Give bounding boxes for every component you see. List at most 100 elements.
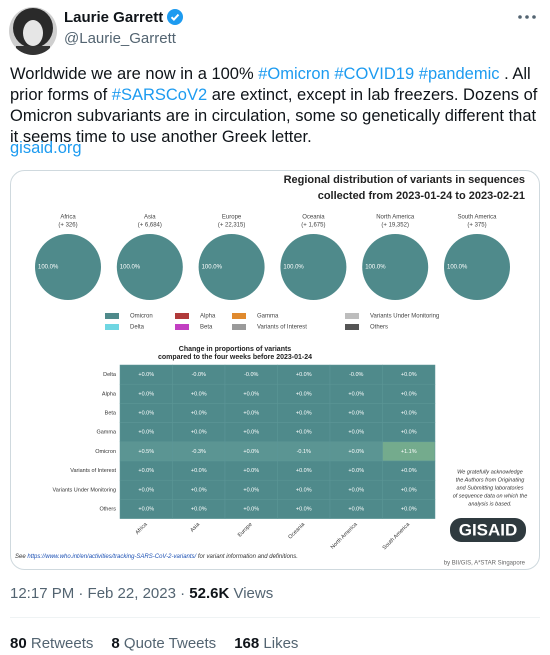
region-count: (+ 375) xyxy=(467,223,486,229)
more-menu[interactable] xyxy=(516,12,538,22)
heatmap-value: +0.0% xyxy=(243,391,259,397)
stat-count: 80 xyxy=(10,635,27,652)
legend-swatch xyxy=(175,313,189,319)
views-count: 52.6K xyxy=(189,585,230,602)
legend-swatch xyxy=(345,313,359,319)
image-title: collected from 2023-01-24 to 2023-02-21 xyxy=(318,190,525,202)
heatmap-row-label: Gamma xyxy=(96,430,117,436)
heatmap-value: +0.0% xyxy=(243,449,259,455)
heatmap-value: -0.0% xyxy=(349,372,363,378)
heatmap-value: +0.0% xyxy=(191,430,207,436)
pie xyxy=(198,234,265,300)
timestamp[interactable]: 12:17 PM · Feb 22, 2023 · xyxy=(10,585,186,602)
hashtag[interactable]: #pandemic xyxy=(418,65,500,83)
region-name: Oceania xyxy=(302,215,325,221)
stat-count: 168 xyxy=(234,635,260,652)
tweet-link[interactable]: gisaid.org xyxy=(10,139,82,157)
heatmap-value: +0.0% xyxy=(348,506,364,512)
tweet-meta: 12:17 PM · Feb 22, 2023 · 52.6K Views xyxy=(10,585,273,602)
legend-swatch xyxy=(232,313,246,319)
hashtag[interactable]: #COVID19 xyxy=(334,65,415,83)
heatmap-value: +0.0% xyxy=(191,391,207,397)
legend-swatch xyxy=(232,324,246,330)
heatmap-title: compared to the four weeks before 2023-0… xyxy=(158,354,312,361)
heatmap-value: +0.0% xyxy=(191,410,207,416)
heatmap-row-label: Others xyxy=(99,506,116,512)
display-name[interactable]: Laurie Garrett xyxy=(64,9,184,26)
pie-label: 100.0% xyxy=(202,265,223,271)
stat[interactable]: 168 Likes xyxy=(234,635,298,652)
region-count: (+ 6,684) xyxy=(138,223,162,229)
legend-swatch xyxy=(175,324,189,330)
heatmap-value: +0.0% xyxy=(401,506,417,512)
region-count: (+ 1,675) xyxy=(301,223,325,229)
stat[interactable]: 8 Quote Tweets xyxy=(111,635,216,652)
region-count: (+ 326) xyxy=(58,223,77,229)
heatmap-value: +0.0% xyxy=(296,487,312,493)
heatmap-title: Change in proportions of variants xyxy=(179,346,292,353)
legend-label: Gamma xyxy=(257,314,279,320)
heatmap-value: +1.1% xyxy=(401,449,417,455)
heatmap-value: +0.0% xyxy=(296,430,312,436)
heatmap-value: +0.0% xyxy=(401,487,417,493)
acknowledgement: of sequence data on which the xyxy=(453,493,528,499)
name-text: Laurie Garrett xyxy=(64,9,164,26)
heatmap-value: +0.0% xyxy=(243,430,259,436)
acknowledgement: analysis is based. xyxy=(468,501,511,507)
pie xyxy=(35,234,101,300)
attached-image[interactable]: Regional distribution of variants in seq… xyxy=(10,170,540,570)
heatmap-value: +0.0% xyxy=(348,410,364,416)
heatmap-value: +0.0% xyxy=(401,430,417,436)
stat-label: Retweets xyxy=(30,635,94,652)
stat-label: Quote Tweets xyxy=(123,635,217,652)
avatar[interactable] xyxy=(8,6,58,56)
legend-label: Variants Under Monitoring xyxy=(370,314,439,320)
heatmap-value: +0.5% xyxy=(138,449,154,455)
region-count: (+ 19,352) xyxy=(381,223,409,229)
heatmap-value: +0.0% xyxy=(296,468,312,474)
heatmap-row-label: Delta xyxy=(103,372,117,378)
hashtag[interactable]: #Omicron xyxy=(258,65,330,83)
footnote: See https://www.who.int/en/activities/tr… xyxy=(15,554,298,560)
region-name: Africa xyxy=(60,215,76,221)
region-name: South America xyxy=(457,215,497,221)
verified-badge xyxy=(167,9,184,25)
handle[interactable]: @Laurie_Garrett xyxy=(64,30,176,47)
region-name: Europe xyxy=(222,215,242,221)
heatmap-value: +0.0% xyxy=(243,468,259,474)
text-run: Worldwide we are now in a 100% xyxy=(10,65,259,83)
tweet-text: Worldwide we are now in a 100% #Omicron … xyxy=(10,64,542,148)
stat-count: 8 xyxy=(111,635,120,652)
heatmap-value: +0.0% xyxy=(138,468,154,474)
heatmap-value: +0.0% xyxy=(348,468,364,474)
heatmap-value: +0.0% xyxy=(243,487,259,493)
acknowledgement: We gratefully acknowledge xyxy=(457,469,523,475)
credit: by BII/GIS, A*STAR Singapore xyxy=(444,561,526,567)
pie-label: 100.0% xyxy=(120,265,141,271)
pie-label: 100.0% xyxy=(283,265,304,271)
heatmap-value: +0.0% xyxy=(296,410,312,416)
legend-label: Alpha xyxy=(200,314,216,320)
heatmap-value: +0.0% xyxy=(401,468,417,474)
legend-label: Delta xyxy=(130,325,145,331)
heatmap-value: +0.0% xyxy=(401,372,417,378)
heatmap-value: +0.0% xyxy=(138,372,154,378)
region-name: Asia xyxy=(144,215,156,221)
image-title: Regional distribution of variants in seq… xyxy=(284,174,525,186)
heatmap-value: +0.0% xyxy=(401,410,417,416)
heatmap-value: +0.0% xyxy=(401,391,417,397)
legend-swatch xyxy=(345,324,359,330)
heatmap-value: -0.3% xyxy=(192,449,206,455)
heatmap-cell xyxy=(382,499,436,519)
heatmap-value: +0.0% xyxy=(243,506,259,512)
heatmap-value: -0.0% xyxy=(244,372,258,378)
text-run: are extinct, except in lab freezers. Doz… xyxy=(10,86,538,146)
stat[interactable]: 80 Retweets xyxy=(10,635,93,652)
heatmap-value: +0.0% xyxy=(296,391,312,397)
footnote-text: for variant information and definitions. xyxy=(198,554,298,560)
legend-label: Omicron xyxy=(130,314,153,320)
heatmap-value: +0.0% xyxy=(348,487,364,493)
hashtag[interactable]: #SARSCoV2 xyxy=(111,86,208,104)
views-label: Views xyxy=(233,585,274,602)
